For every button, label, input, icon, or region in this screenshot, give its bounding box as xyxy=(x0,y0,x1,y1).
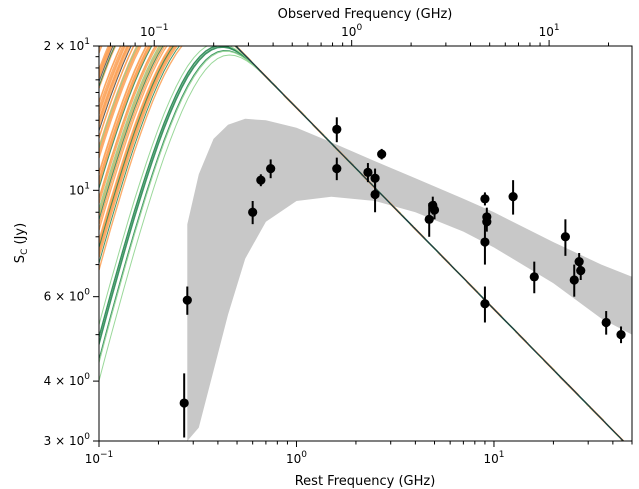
data-point-23 xyxy=(574,257,584,267)
x-axis-title: Rest Frequency (GHz) xyxy=(295,474,436,489)
y-tick-label-1: 101 xyxy=(69,181,90,197)
data-point-9 xyxy=(370,189,380,200)
plot-frame xyxy=(98,45,633,442)
data-point-4 xyxy=(266,163,276,174)
data-point-6 xyxy=(332,163,342,174)
data-point-15 xyxy=(480,237,490,247)
data-point-3 xyxy=(256,175,266,185)
data-point-20 xyxy=(529,272,539,282)
axes: 10−1 100 101 10−1 100 101 2 × 101 101 6 × 100 4 ×… xyxy=(44,23,633,466)
model-curves xyxy=(99,46,625,441)
x2-tick-label-1: 100 xyxy=(341,23,362,39)
y-axis-title-sub: C xyxy=(20,249,30,255)
data-point-17 xyxy=(482,217,492,227)
data-point-24 xyxy=(576,266,586,276)
x-tick-label-0: 10−1 xyxy=(85,450,114,466)
x-tick-label-1: 100 xyxy=(286,450,307,466)
data-points xyxy=(179,117,626,438)
x2-axis-title: Observed Frequency (GHz) xyxy=(278,7,453,22)
y-axis-title: SC (Jy) xyxy=(13,223,30,263)
data-point-21 xyxy=(560,232,571,242)
data-point-18 xyxy=(480,299,490,309)
data-point-22 xyxy=(569,275,579,285)
data-point-7 xyxy=(363,167,373,177)
y-tick-label-2: 6 × 100 xyxy=(44,288,91,304)
data-point-26 xyxy=(616,330,626,340)
data-point-14 xyxy=(480,194,490,204)
y-tick-label-3: 4 × 100 xyxy=(44,372,91,388)
x2-tick-label-0: 10−1 xyxy=(140,23,169,39)
data-point-1 xyxy=(182,295,192,305)
y-tick-label-4: 3 × 100 xyxy=(44,432,91,448)
data-point-10 xyxy=(377,149,387,159)
data-point-0 xyxy=(179,398,189,408)
y-tick-label-0: 2 × 101 xyxy=(44,37,90,53)
x-tick-label-2: 101 xyxy=(483,450,504,466)
confidence-band xyxy=(187,118,632,441)
data-point-11 xyxy=(424,214,434,224)
y-axis-title-unit: (Jy) xyxy=(13,223,28,249)
data-point-2 xyxy=(248,207,258,217)
confidence-band-area xyxy=(187,118,632,441)
model-curve-140 xyxy=(235,46,624,441)
data-point-25 xyxy=(601,317,611,328)
data-point-5 xyxy=(332,124,342,134)
data-point-19 xyxy=(508,192,518,202)
y-axis-title-main: S xyxy=(13,255,28,263)
data-point-13 xyxy=(429,205,440,215)
data-point-8 xyxy=(370,173,380,183)
x2-tick-label-2: 101 xyxy=(539,23,560,39)
